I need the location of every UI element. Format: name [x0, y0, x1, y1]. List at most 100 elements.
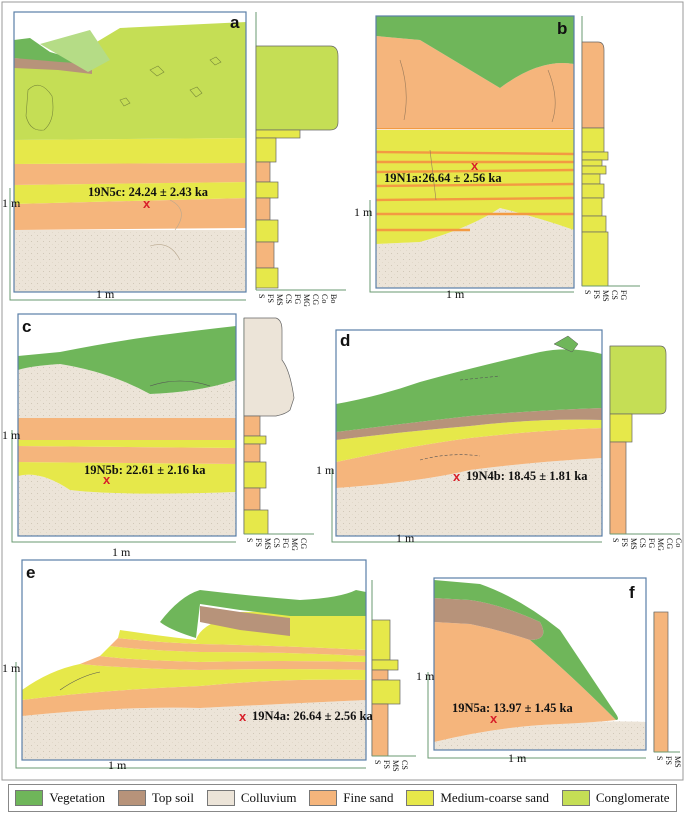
sample-marker-d: x: [453, 469, 461, 484]
sample-marker-e: x: [239, 709, 247, 724]
grain-size-label: MS: [601, 290, 610, 302]
sample-label-e: 19N4a: 26.64 ± 2.56 ka: [252, 709, 374, 723]
topsoil-layer: [336, 408, 602, 440]
legend-swatch: [206, 790, 235, 806]
legend-swatch: [15, 790, 44, 806]
grain-size-label: CS: [284, 294, 293, 304]
grain-size-label: MG: [302, 294, 311, 307]
scale-bar: [11, 430, 236, 543]
scale-horizontal-d: 1 m: [396, 531, 415, 545]
grain-size-label: MG: [290, 538, 299, 551]
scale-vertical-e: 1 m: [2, 661, 21, 675]
grain-size-column: [653, 611, 680, 753]
fine-sand-layer: [80, 656, 366, 670]
grain-size-column: [581, 16, 640, 287]
grain-size-label: CS: [272, 538, 281, 548]
mc-sand-layer: [14, 138, 246, 164]
sample-marker-c: x: [103, 472, 111, 487]
fine-sand-layer: [336, 428, 602, 488]
grain-size-label: Bo: [329, 294, 338, 303]
sample-label-a: 19N5c: 24.24 ± 2.43 ka: [88, 185, 209, 199]
vegetation-layer: [160, 590, 366, 638]
grain-size-column: [609, 345, 680, 535]
panel-letter-a: a: [230, 13, 240, 32]
scale-bar: [369, 200, 574, 293]
grain-size-label: CG: [665, 538, 674, 549]
sample-label-c: 19N5b: 22.61 ± 2.16 ka: [84, 463, 206, 477]
sample-marker-b: x: [471, 158, 479, 173]
scale-bar: [331, 470, 602, 543]
panel-letter-b: b: [557, 19, 567, 38]
scale-vertical-f: 1 m: [416, 669, 435, 683]
mc-sand-layer: [18, 462, 236, 494]
conglomerate-layer: [14, 22, 246, 140]
topsoil-layer: [14, 58, 92, 74]
panel-a: [9, 11, 346, 301]
legend-item-colluvium: Colluvium: [206, 790, 296, 806]
scale-horizontal-c: 1 m: [112, 545, 131, 559]
vegetation-layer: [18, 326, 236, 394]
panel-d: [331, 329, 680, 543]
grain-size-label: Bo: [683, 538, 685, 547]
grain-size-label: CS: [400, 760, 409, 770]
grain-size-label: MS: [263, 538, 272, 550]
grain-size-label: FS: [620, 538, 629, 547]
topsoil-layer: [434, 598, 544, 640]
grain-size-label: MG: [656, 538, 665, 551]
vegetation-layer: [336, 349, 602, 432]
legend-label: Conglomerate: [595, 790, 670, 805]
fine-sand-layer: [18, 418, 236, 440]
scale-vertical-a: 1 m: [2, 196, 21, 210]
scale-vertical-d: 1 m: [316, 463, 335, 477]
panel-letter-c: c: [22, 317, 31, 336]
grain-size-label: FS: [266, 294, 275, 303]
mc-sand-layer: [18, 440, 236, 448]
sample-marker-a: x: [143, 196, 151, 211]
fine-sand-layer: [22, 679, 366, 716]
scale-horizontal-b: 1 m: [446, 287, 465, 301]
legend-item-top-soil: Top soil: [117, 790, 194, 806]
scale-vertical-c: 1 m: [2, 428, 21, 442]
grain-size-label: FS: [382, 760, 391, 769]
grain-size-label: FG: [619, 290, 628, 300]
sample-label-b: 19N1a:26.64 ± 2.56 ka: [384, 171, 502, 185]
scale-horizontal-f: 1 m: [508, 751, 527, 765]
grain-size-labels: S FS MS CS FG MG CG Co BoS FS MS CS FGS FS MS CS FG MG CG S…: [245, 290, 685, 772]
grain-size-label: FS: [664, 756, 673, 765]
mc-sand-layer: [376, 130, 574, 244]
sample-label-d: 19N4b: 18.45 ± 1.81 ka: [466, 469, 588, 483]
scale-horizontal-e: 1 m: [108, 758, 127, 772]
grain-size-column: [243, 317, 314, 535]
vegetation-layer: [40, 30, 110, 72]
legend-item-fine-sand: Fine sand: [309, 790, 394, 806]
grain-size-label: MS: [673, 756, 682, 768]
mc-sand-layer: [100, 646, 366, 662]
grain-size-label: Co: [320, 294, 329, 303]
grain-size-label: FG: [293, 294, 302, 304]
fine-sand-layer: [18, 446, 236, 464]
fine-sand-layer: [14, 198, 246, 230]
grain-size-label: MS: [391, 760, 400, 772]
legend-swatch: [117, 790, 146, 806]
legend-swatch: [406, 790, 435, 806]
grain-size-label: MS: [629, 538, 638, 550]
grain-size-label: S: [611, 538, 620, 542]
scale-bar: [427, 672, 646, 759]
grain-size-label: S: [245, 538, 254, 542]
panel-e: [15, 559, 416, 769]
grain-size-label: CG: [299, 538, 308, 549]
grain-size-label: S: [655, 756, 664, 760]
vegetation-layer: [14, 38, 92, 64]
grain-size-label: CS: [610, 290, 619, 300]
fine-sand-layer: [376, 36, 574, 128]
grain-size-label: Co: [674, 538, 683, 547]
scale-bar: [15, 662, 366, 769]
vegetation-layer: [376, 16, 574, 88]
legend-item-conglomerate: Conglomerate: [561, 790, 670, 806]
legend-item-vegetation: Vegetation: [15, 790, 105, 806]
scale-vertical-b: 1 m: [354, 205, 373, 219]
grain-size-label: S: [373, 760, 382, 764]
grain-size-column: [255, 12, 346, 291]
scale-horizontal-a: 1 m: [96, 287, 115, 301]
fine-sand-layer: [14, 163, 246, 185]
